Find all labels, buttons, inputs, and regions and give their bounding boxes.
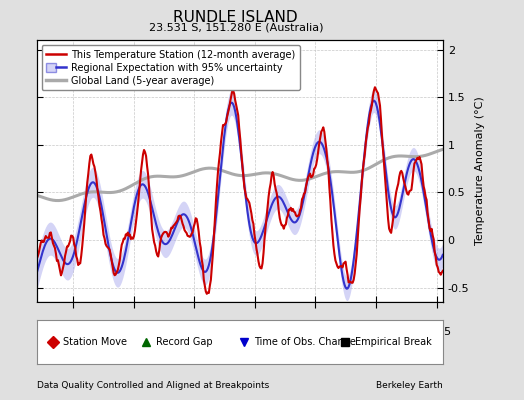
Text: Station Move: Station Move [63, 337, 127, 347]
Legend: This Temperature Station (12-month average), Regional Expectation with 95% uncer: This Temperature Station (12-month avera… [41, 45, 300, 90]
Text: Time of Obs. Change: Time of Obs. Change [254, 337, 356, 347]
Text: 23.531 S, 151.280 E (Australia): 23.531 S, 151.280 E (Australia) [148, 22, 323, 32]
Text: Data Quality Controlled and Aligned at Breakpoints: Data Quality Controlled and Aligned at B… [37, 381, 269, 390]
Y-axis label: Temperature Anomaly (°C): Temperature Anomaly (°C) [475, 97, 485, 245]
Text: Record Gap: Record Gap [157, 337, 213, 347]
Text: Empirical Break: Empirical Break [355, 337, 432, 347]
Text: Berkeley Earth: Berkeley Earth [376, 381, 443, 390]
Text: RUNDLE ISLAND: RUNDLE ISLAND [173, 10, 298, 25]
